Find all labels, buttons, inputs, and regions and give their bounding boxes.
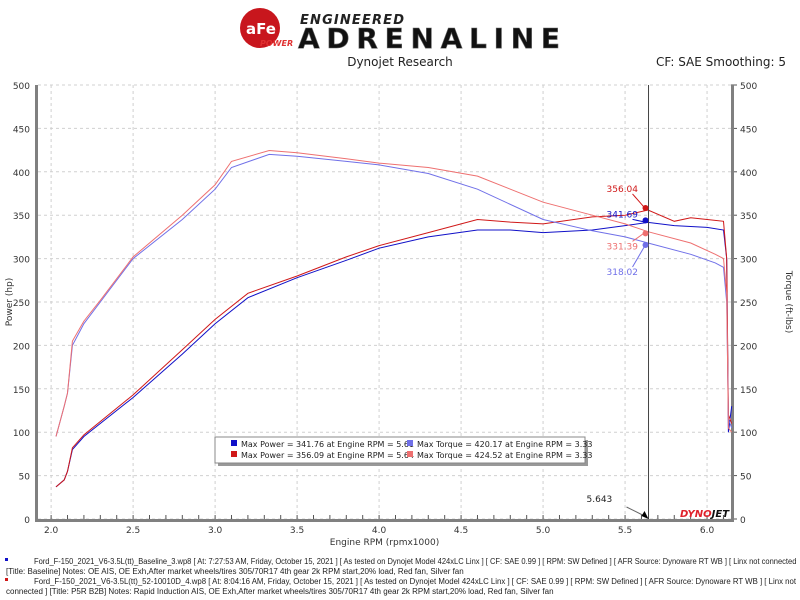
y-tick-label: 300	[13, 256, 30, 266]
x-tick-label: 5.5	[618, 526, 632, 536]
y2-axis-label: Torque (ft-lbs)	[783, 270, 793, 334]
x-tick-label: 3.5	[290, 526, 304, 536]
svg-text:ADRENALINE: ADRENALINE	[298, 22, 560, 50]
y-tick-label: 150	[13, 386, 30, 396]
y-tick-label: 200	[13, 342, 30, 352]
series-line-baseline_power	[55, 221, 733, 488]
y2-tick-label: 0	[740, 516, 746, 526]
marker-label: 341.69	[607, 210, 639, 220]
legend-swatch	[231, 440, 237, 446]
y-tick-label: 450	[13, 125, 30, 135]
x-axis-label: Engine RPM (rpmx1000)	[330, 538, 439, 548]
y-axis	[35, 85, 38, 522]
x-axis	[35, 519, 734, 522]
legend-swatch	[231, 451, 237, 457]
y-tick-label: 50	[19, 473, 31, 483]
marker-head	[642, 217, 649, 224]
x-tick-label: 4.0	[372, 526, 387, 536]
y-tick-label: 0	[24, 516, 30, 526]
legend-box	[214, 436, 586, 464]
marker-label: 318.02	[607, 268, 639, 278]
y-tick-label: 400	[13, 169, 30, 179]
footer-run1-line2: [Title: Baseline] Notes: OE AIS, OE Exh,…	[6, 567, 464, 576]
chart-subtitle: Dynojet Research	[347, 55, 453, 69]
cursor-arrow-head	[641, 511, 649, 519]
dynojet-watermark-jet: JET	[710, 509, 731, 520]
y2-tick-label: 300	[740, 256, 757, 266]
legend-swatch	[407, 440, 413, 446]
y2-tick-label: 100	[740, 429, 757, 439]
y2-tick-label: 450	[740, 125, 757, 135]
cursor-arrow	[626, 506, 645, 517]
afe-adrenaline-logo: aFe POWER ENGINEERED ADRENALINE	[240, 8, 560, 50]
y2-tick-label: 250	[740, 299, 757, 309]
y2-tick-label: 350	[740, 212, 757, 222]
svg-text:ENGINEERED: ENGINEERED	[300, 13, 404, 28]
series-line-run2_torque	[55, 149, 733, 437]
x-tick-label: 3.0	[208, 526, 223, 536]
legend-entry: Max Torque = 420.17 at Engine RPM = 3.33	[417, 440, 592, 449]
x-tick-label: 5.0	[536, 526, 551, 536]
marker-label: 331.39	[607, 242, 639, 252]
series-line-baseline_torque	[55, 153, 733, 437]
marker-head	[642, 241, 649, 248]
svg-text:POWER: POWER	[260, 39, 293, 48]
y2-tick-label: 200	[740, 342, 757, 352]
y2-tick-label: 500	[740, 82, 757, 92]
marker-head	[642, 230, 649, 237]
legend-entry: Max Torque = 424.52 at Engine RPM = 3.33	[417, 451, 592, 460]
cursor-label: 5.643	[587, 495, 613, 505]
y-tick-label: 350	[13, 212, 30, 222]
x-tick-label: 2.5	[126, 526, 140, 536]
y2-tick-label: 400	[740, 169, 757, 179]
y2-axis	[731, 85, 734, 522]
marker-label: 356.04	[607, 185, 639, 195]
legend-swatch	[407, 451, 413, 457]
y-tick-label: 500	[13, 82, 30, 92]
footer-run1-line1: Ford_F-150_2021_V6-3.5L(tt)_Baseline_3.w…	[34, 557, 797, 566]
run1-color-dot	[5, 558, 8, 561]
footer-run2-line2: connected ] [Title: P5R B2B] Notes: Rapi…	[6, 587, 554, 596]
x-tick-label: 6.0	[700, 526, 715, 536]
y-tick-label: 250	[13, 299, 30, 309]
y-axis-label: Power (hp)	[5, 278, 15, 327]
run2-color-dot	[5, 578, 8, 581]
svg-text:aFe: aFe	[246, 20, 276, 38]
y2-tick-label: 150	[740, 386, 757, 396]
legend-entry: Max Power = 356.09 at Engine RPM = 5.64	[241, 451, 414, 460]
x-tick-label: 4.5	[454, 526, 468, 536]
dynojet-watermark: DYNOJET	[680, 509, 730, 520]
marker-head	[642, 204, 649, 211]
y2-tick-label: 50	[740, 473, 752, 483]
dyno-chart: 0 0 50 50 100 100 150 150 200 200 250 250 300 300 350 3…	[5, 82, 793, 548]
series-line-run2_power	[55, 209, 733, 488]
footer-run2-line1: Ford_F-150_2021_V6-3.5L(tt)_52-10010D_4.…	[34, 577, 797, 586]
legend-entry: Max Power = 341.76 at Engine RPM = 5.61	[241, 440, 414, 449]
correction-factor-info: CF: SAE Smoothing: 5	[655, 55, 786, 69]
y-tick-label: 100	[13, 429, 30, 439]
x-tick-label: 2.0	[44, 526, 59, 536]
